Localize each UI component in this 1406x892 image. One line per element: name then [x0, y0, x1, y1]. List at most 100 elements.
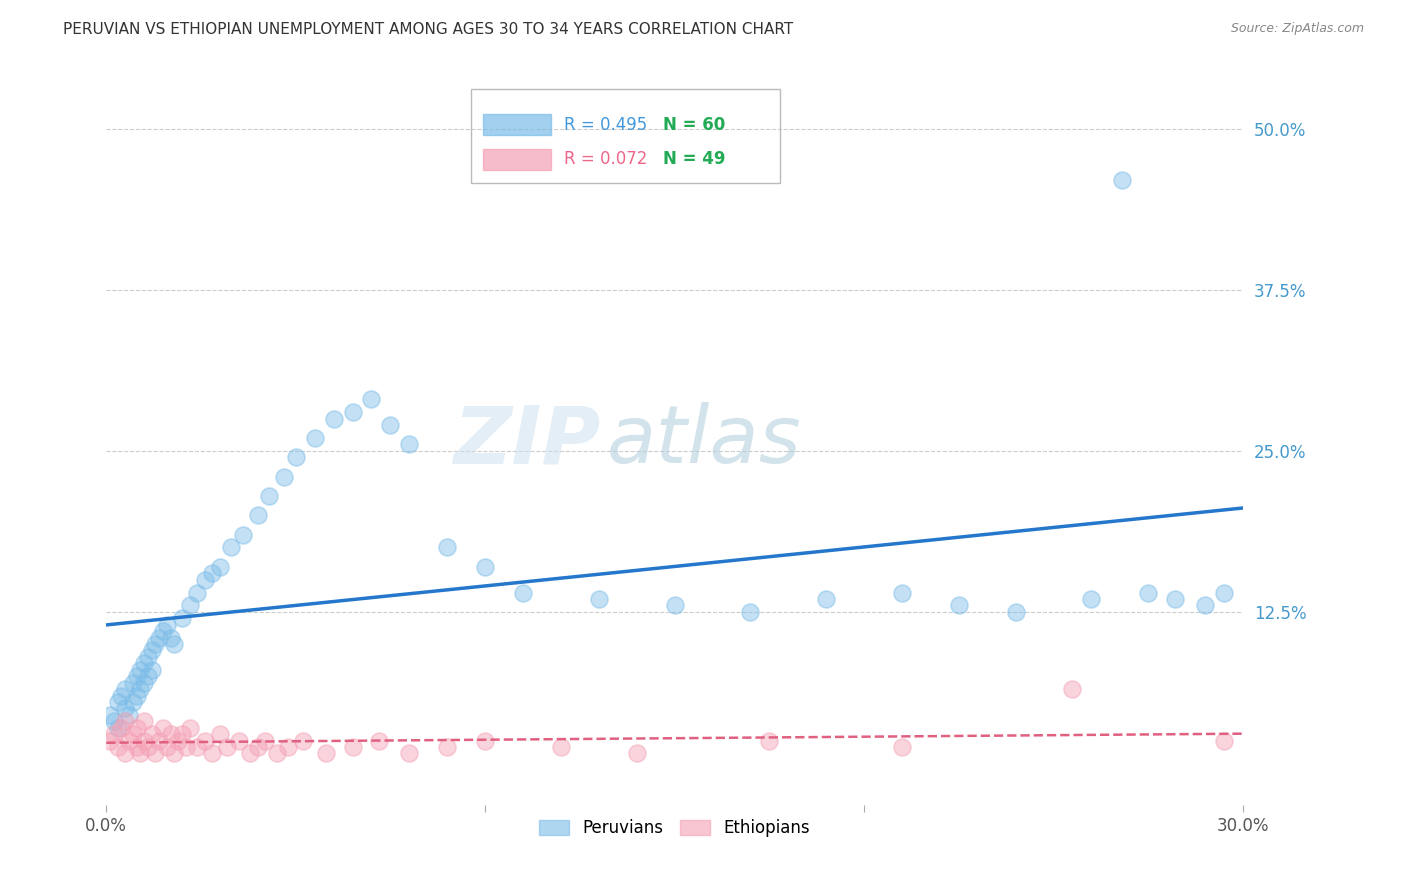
Point: [125, 689, 148, 703]
Point: [98, 733, 121, 747]
Point: [121, 695, 143, 709]
Point: [179, 599, 201, 613]
Point: [474, 559, 496, 574]
Bar: [484, 114, 551, 135]
Point: [125, 721, 148, 735]
Point: [217, 740, 239, 755]
Point: [156, 617, 179, 632]
Point: [136, 669, 159, 683]
Point: [163, 637, 186, 651]
Point: [254, 733, 277, 747]
Point: [1137, 585, 1160, 599]
Point: [273, 469, 295, 483]
Point: [186, 585, 208, 599]
Point: [380, 418, 402, 433]
Point: [474, 733, 496, 747]
Point: [125, 740, 148, 755]
Point: [186, 740, 208, 755]
Point: [107, 695, 129, 709]
Point: [107, 721, 129, 735]
Point: [110, 689, 132, 703]
Point: [436, 541, 458, 555]
Point: [201, 566, 224, 581]
Point: [148, 631, 170, 645]
Point: [342, 405, 364, 419]
Point: [208, 559, 231, 574]
Point: [121, 675, 143, 690]
Point: [398, 437, 420, 451]
Point: [740, 605, 762, 619]
Point: [890, 740, 912, 755]
Point: [890, 585, 912, 599]
Point: [141, 643, 163, 657]
Point: [322, 411, 344, 425]
Point: [145, 637, 167, 651]
Point: [277, 740, 299, 755]
Text: atlas: atlas: [606, 402, 801, 480]
Point: [136, 649, 159, 664]
Point: [179, 721, 201, 735]
Point: [103, 714, 125, 729]
Point: [114, 701, 136, 715]
Point: [266, 747, 288, 761]
Point: [170, 727, 193, 741]
Point: [194, 573, 217, 587]
Text: N = 49: N = 49: [662, 151, 725, 169]
Point: [129, 682, 152, 697]
Point: [315, 747, 337, 761]
Point: [815, 591, 838, 606]
Point: [114, 714, 136, 729]
Point: [239, 747, 262, 761]
Point: [159, 631, 181, 645]
Point: [1080, 591, 1102, 606]
Point: [159, 727, 181, 741]
Point: [232, 527, 254, 541]
Point: [167, 733, 190, 747]
Point: [103, 727, 125, 741]
Point: [360, 392, 382, 407]
Point: [110, 721, 132, 735]
Point: [194, 733, 217, 747]
Bar: [484, 149, 551, 169]
Point: [163, 747, 186, 761]
Point: [1194, 599, 1216, 613]
Point: [134, 733, 156, 747]
Text: R = 0.072: R = 0.072: [564, 151, 647, 169]
Point: [512, 585, 534, 599]
Point: [152, 624, 174, 639]
Point: [342, 740, 364, 755]
Point: [1213, 733, 1236, 747]
Point: [219, 541, 242, 555]
Point: [1004, 605, 1026, 619]
Point: [1163, 591, 1185, 606]
Point: [626, 747, 648, 761]
Text: N = 60: N = 60: [662, 116, 725, 134]
Point: [136, 740, 159, 755]
Point: [129, 747, 152, 761]
Point: [98, 707, 121, 722]
Point: [550, 740, 572, 755]
Point: [114, 747, 136, 761]
Point: [228, 733, 250, 747]
Point: [292, 733, 315, 747]
Point: [125, 669, 148, 683]
Point: [588, 591, 610, 606]
Point: [1062, 682, 1084, 697]
Point: [148, 733, 170, 747]
Point: [129, 663, 152, 677]
Point: [1111, 173, 1133, 187]
Legend: Peruvians, Ethiopians: Peruvians, Ethiopians: [533, 813, 817, 844]
Point: [118, 707, 141, 722]
Point: [134, 657, 156, 671]
Point: [246, 740, 269, 755]
Point: [948, 599, 970, 613]
Point: [114, 682, 136, 697]
Point: [145, 747, 167, 761]
Point: [141, 663, 163, 677]
Point: [152, 721, 174, 735]
Text: PERUVIAN VS ETHIOPIAN UNEMPLOYMENT AMONG AGES 30 TO 34 YEARS CORRELATION CHART: PERUVIAN VS ETHIOPIAN UNEMPLOYMENT AMONG…: [63, 22, 793, 37]
Text: R = 0.495: R = 0.495: [564, 116, 647, 134]
Point: [368, 733, 391, 747]
Point: [156, 740, 179, 755]
Point: [257, 489, 280, 503]
